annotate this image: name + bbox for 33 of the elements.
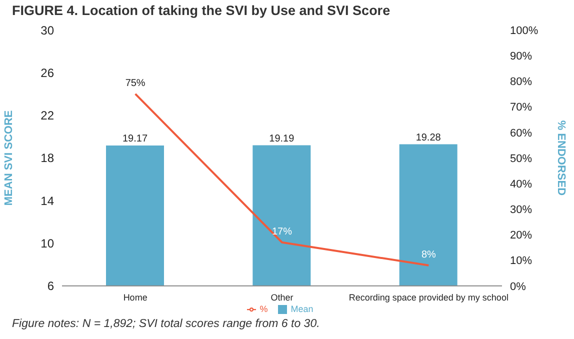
data-label: 17% [272, 226, 292, 238]
legend-label: % [260, 304, 268, 314]
y2-tick-label: 0% [510, 280, 526, 293]
y-axis-title: MEAN SVI SCORE [2, 110, 15, 206]
y2-axis-title: % ENDORSED [555, 120, 568, 196]
x-tick-label: Other [270, 292, 294, 302]
y-tick-label: 6 [47, 279, 54, 294]
y-tick-label: 30 [40, 23, 54, 38]
text: Figure notes: N = 1,892; SVI total scores range from 6 to 30. [12, 318, 320, 330]
y-tick-label: 18 [40, 151, 54, 166]
y2-tick-label: 50% [510, 152, 532, 165]
y-tick-label: 22 [40, 108, 54, 123]
data-label: 19.28 [416, 132, 442, 144]
y2-tick-label: 60% [510, 127, 532, 140]
y-tick-label: 14 [40, 194, 54, 208]
legend-label: Mean [290, 304, 314, 314]
y2-tick-label: 90% [510, 50, 532, 62]
data-label: 8% [421, 249, 436, 260]
chart-title: FIGURE 4. Location of taking the SVI by Use and SVI Score [12, 3, 390, 18]
y2-tick-label: 40% [510, 178, 532, 190]
y2-tick-label: 30% [510, 204, 532, 216]
y-tick-label: 10 [40, 236, 54, 250]
y2-tick-label: 80% [510, 76, 532, 88]
data-label: 19.17 [122, 133, 148, 144]
y2-tick-label: 100% [510, 24, 538, 37]
x-tick-label: Home [123, 292, 148, 302]
y2-tick-label: 70% [510, 102, 532, 114]
data-label: 19.19 [269, 133, 295, 144]
y2-tick-label: 20% [510, 230, 532, 242]
y2-tick-label: 10% [510, 255, 532, 268]
y-tick-label: 26 [40, 66, 54, 80]
data-label: 75% [125, 78, 146, 89]
x-tick-label: Recording space provided by my school [348, 292, 508, 302]
